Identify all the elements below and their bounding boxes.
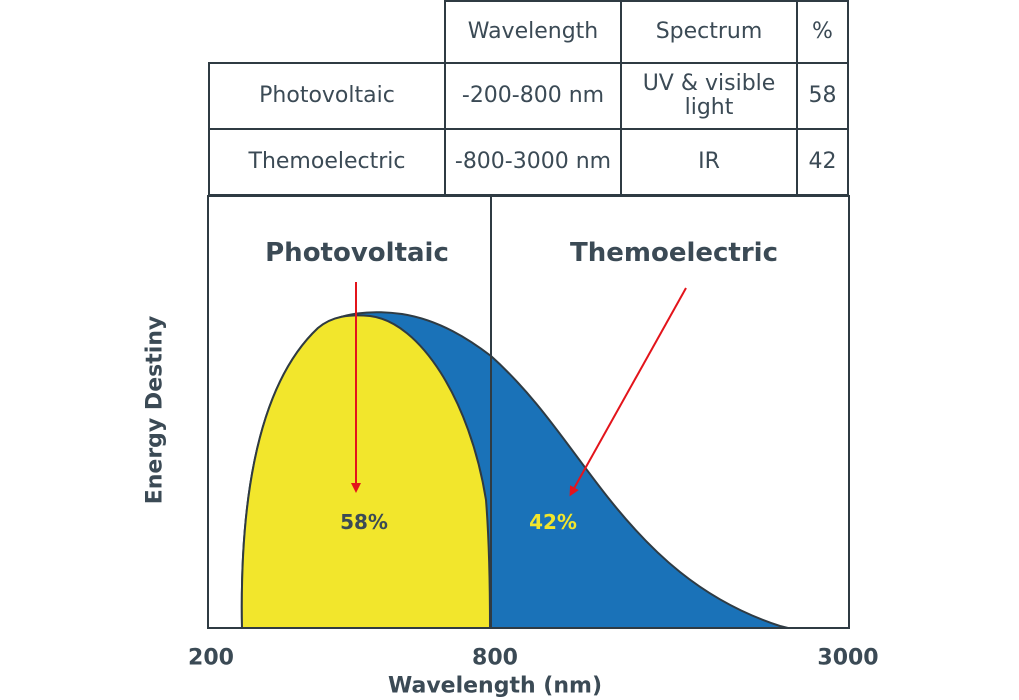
header-spectrum: Spectrum xyxy=(620,0,798,64)
percent-photovoltaic: 58% xyxy=(340,510,388,534)
x-axis-title: Wavelength (nm) xyxy=(388,673,602,699)
x-tick-800: 800 xyxy=(472,645,518,671)
row-wavelength-photovoltaic: -200-800 nm xyxy=(444,62,622,130)
photovoltaic-area xyxy=(240,314,492,629)
label-themoelectric: Themoelectric xyxy=(570,238,778,268)
row-spectrum-photovoltaic: UV & visible light xyxy=(620,62,798,130)
x-tick-200: 200 xyxy=(188,645,234,671)
percent-themoelectric: 42% xyxy=(529,510,577,534)
row-wavelength-themoelectric: -800-3000 nm xyxy=(444,128,622,196)
row-name-photovoltaic: Photovoltaic xyxy=(208,62,446,130)
header-wavelength: Wavelength xyxy=(444,0,622,64)
row-percent-photovoltaic: 58 xyxy=(796,62,849,130)
x-tick-3000: 3000 xyxy=(817,645,879,671)
label-photovoltaic: Photovoltaic xyxy=(265,238,449,268)
row-percent-themoelectric: 42 xyxy=(796,128,849,196)
y-axis-title: Energy Destiny xyxy=(142,315,168,505)
arrow-themoelectric xyxy=(569,287,687,497)
